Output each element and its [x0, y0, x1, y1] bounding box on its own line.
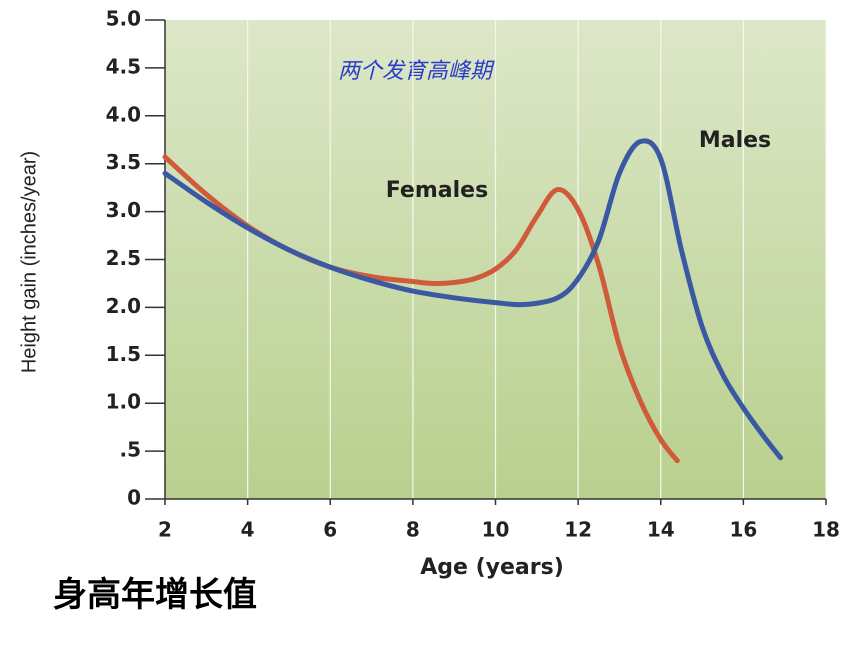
y-axis-label: Height gain (inches/year): [18, 151, 40, 373]
x-tick-label: 2: [158, 518, 172, 542]
x-tick-label: 16: [729, 518, 757, 542]
y-tick-label: 3.0: [106, 198, 141, 222]
x-tick-label: 8: [406, 518, 420, 542]
chart-title: 两个发育高峰期: [338, 58, 495, 83]
y-tick-label: 2.0: [106, 294, 141, 318]
series-label: Males: [699, 128, 771, 153]
y-tick-label: 4.5: [106, 54, 141, 78]
y-tick-label: 1.5: [106, 342, 141, 366]
x-tick-label: 6: [323, 518, 337, 542]
y-tick-label: 1.0: [106, 390, 141, 414]
series-line: [162, 138, 784, 461]
y-tick-label: 4.0: [106, 102, 141, 126]
x-tick-label: 14: [647, 518, 675, 542]
y-tick-label: 2.5: [106, 246, 141, 270]
x-tick-label: 10: [482, 518, 510, 542]
x-tick-label: 12: [564, 518, 592, 542]
y-tick-label: .5: [119, 438, 141, 462]
x-tick-label: 4: [241, 518, 255, 542]
x-tick-label: 18: [812, 518, 840, 542]
caption: 身高年增长值: [53, 576, 257, 614]
y-tick-label: 5.0: [106, 7, 141, 31]
x-axis-label: Age (years): [420, 555, 564, 580]
y-tick-label: 3.5: [106, 150, 141, 174]
series-label: Females: [386, 178, 488, 203]
y-tick-label: 0: [127, 486, 141, 510]
